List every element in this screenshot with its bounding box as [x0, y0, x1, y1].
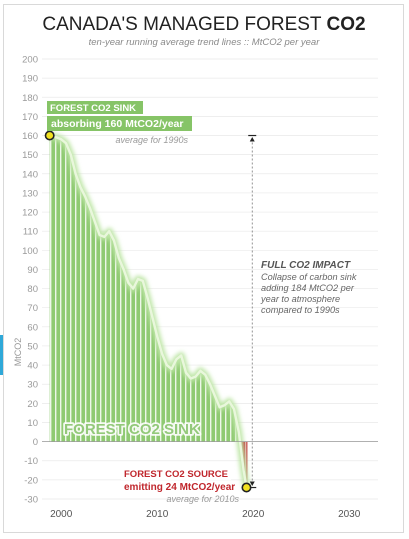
impact-arrow-up — [249, 137, 255, 142]
y-tick-label: -30 — [24, 495, 38, 506]
y-tick-label: 180 — [22, 93, 38, 104]
y-tick-label: 60 — [27, 322, 38, 333]
source-title-bg — [121, 467, 231, 480]
y-tick-label: -20 — [24, 475, 38, 486]
sink-value: absorbing 160 MtCO2/year — [51, 118, 183, 130]
y-tick-label: 50 — [27, 341, 38, 352]
y-tick-label: 100 — [22, 246, 38, 257]
impact-line-1: Collapse of carbon sink — [261, 272, 357, 282]
y-tick-label: 90 — [27, 265, 38, 276]
sink-title: FOREST CO2 SINK — [50, 103, 136, 114]
chart-title: CANADA'S MANAGED FOREST CO2 — [42, 14, 365, 35]
sink-start-dot — [44, 130, 55, 141]
y-tick-label: 20 — [27, 399, 38, 410]
y-tick-label: -10 — [24, 456, 38, 467]
source-title: FOREST CO2 SOURCE — [124, 469, 228, 480]
sink-note: average for 1990s — [115, 135, 188, 145]
source-end-dot — [241, 482, 252, 493]
x-tick-label: 2010 — [146, 509, 169, 520]
x-tick-label: 2000 — [50, 509, 73, 520]
y-tick-label: 0 — [33, 437, 38, 448]
impact-line-2: adding 184 MtCO2 per — [261, 283, 355, 293]
y-tick-label: 10 — [27, 418, 38, 429]
y-tick-label: 130 — [22, 188, 38, 199]
y-tick-label: 30 — [27, 380, 38, 391]
x-tick-label: 2030 — [338, 509, 361, 520]
chart-subtitle: ten-year running average trend lines :: … — [89, 37, 321, 48]
side-marker — [0, 335, 3, 375]
y-tick-label: 170 — [22, 112, 38, 123]
y-tick-label: 200 — [22, 55, 38, 66]
sink-title-bg — [47, 101, 143, 114]
area-label: FOREST CO2 SINK — [64, 421, 200, 438]
x-axis-ticks: 2000 2010 2020 2030 — [50, 509, 361, 520]
y-tick-label: 160 — [22, 131, 38, 142]
y-axis-ticks: 2001901801701601501401301201101009080706… — [22, 55, 38, 506]
impact-arrow-down — [249, 481, 255, 487]
y-tick-label: 150 — [22, 150, 38, 161]
source-value: emitting 24 MtCO2/year — [124, 482, 235, 493]
y-tick-label: 110 — [23, 227, 38, 238]
y-tick-label: 40 — [27, 361, 38, 372]
impact-line-3: year to atmosphere — [260, 294, 340, 304]
trend-line — [49, 134, 248, 488]
area-label-glow: FOREST CO2 SINK — [64, 421, 200, 438]
impact-title: FULL CO2 IMPACT — [261, 260, 351, 271]
sink-value-bg — [47, 116, 192, 131]
y-tick-label: 120 — [22, 208, 38, 219]
y-tick-label: 80 — [27, 284, 38, 295]
y-tick-label: 190 — [22, 74, 38, 85]
x-tick-label: 2020 — [242, 509, 265, 520]
impact-line-4: compared to 1990s — [261, 305, 340, 315]
source-note: average for 2010s — [166, 494, 239, 504]
y-tick-label: 140 — [22, 169, 38, 180]
y-axis-label: MtCO2 — [13, 338, 23, 367]
y-tick-label: 70 — [27, 303, 38, 314]
